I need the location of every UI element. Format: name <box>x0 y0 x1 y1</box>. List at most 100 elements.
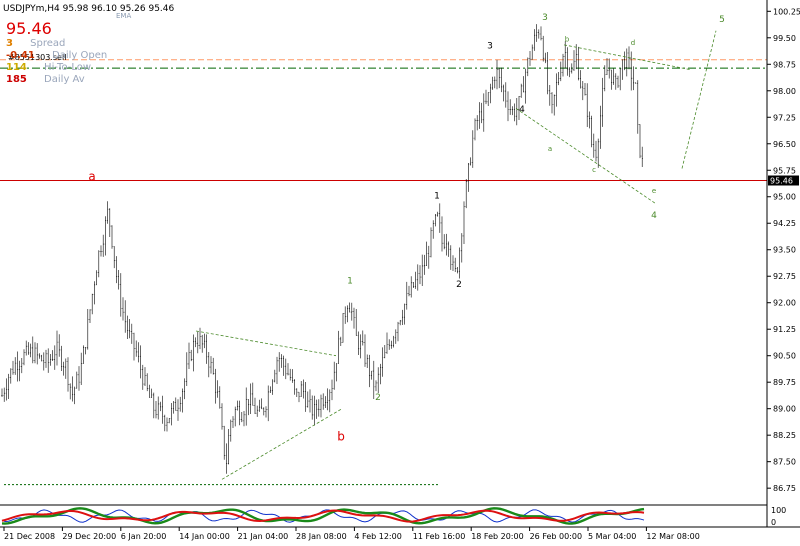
candle <box>599 105 602 149</box>
candle <box>463 201 465 245</box>
candle <box>450 245 452 270</box>
candle <box>364 334 366 367</box>
candle <box>98 250 100 278</box>
candle <box>175 397 177 411</box>
candle <box>346 305 349 323</box>
candle <box>531 44 533 60</box>
y-tick-label: 100.25 <box>773 7 800 16</box>
candle <box>606 58 608 76</box>
candle <box>557 71 560 86</box>
candle <box>384 345 386 359</box>
candle <box>120 273 122 317</box>
candle <box>586 83 588 127</box>
candle <box>241 411 243 423</box>
candle <box>579 70 582 89</box>
candle <box>199 327 201 350</box>
x-tick-label: 12 Mar 08:00 <box>646 532 699 541</box>
candle <box>131 323 133 344</box>
candle <box>274 369 276 383</box>
x-tick-label: 11 Feb 16:00 <box>413 532 465 541</box>
candle <box>247 399 250 416</box>
candle <box>289 368 291 381</box>
candle <box>38 353 41 359</box>
candle <box>524 68 527 104</box>
candle <box>502 84 505 102</box>
candle <box>212 357 214 375</box>
candle <box>14 357 16 375</box>
candle <box>399 320 401 326</box>
candle <box>95 270 98 286</box>
candle <box>56 330 58 366</box>
candle <box>439 203 441 233</box>
x-tick-label: 28 Jan 08:00 <box>296 532 347 541</box>
candle <box>379 363 382 385</box>
candle <box>271 379 274 395</box>
candle <box>280 354 283 368</box>
info-label: Daily Av <box>40 74 85 85</box>
candle <box>27 342 30 355</box>
candle <box>392 335 395 348</box>
candle <box>584 83 586 96</box>
candle <box>269 386 272 393</box>
y-tick-label: 94.25 <box>773 219 796 228</box>
candle <box>485 89 487 105</box>
wave-label: 5 <box>719 15 725 25</box>
wave-label: c <box>592 166 596 174</box>
wave-label: b <box>337 429 345 443</box>
wave-label: e <box>652 187 656 195</box>
wave-labels-layer: a b 1 2 1 2 3 4 3 4 5 a b c d e <box>88 13 725 443</box>
candle <box>454 257 456 273</box>
candle <box>544 52 547 64</box>
candle <box>16 351 19 382</box>
candle <box>87 309 89 350</box>
candle <box>615 73 617 90</box>
candle <box>139 345 142 379</box>
candle <box>40 354 43 362</box>
candle <box>412 281 415 288</box>
candle <box>421 254 423 286</box>
oscillator-scale-bottom: 0 <box>771 518 776 527</box>
candle <box>285 358 287 380</box>
candle <box>3 387 5 402</box>
y-tick-label: 99.50 <box>773 34 796 43</box>
candle <box>639 124 641 159</box>
candle <box>80 352 82 385</box>
candle <box>428 245 430 269</box>
y-tick-label: 87.50 <box>773 458 796 467</box>
info-label: Hi-To-Low <box>40 62 92 73</box>
candle <box>632 66 635 91</box>
candle <box>588 111 591 129</box>
wave-label: 2 <box>456 280 462 290</box>
candle <box>23 349 25 366</box>
candle <box>538 29 540 39</box>
candle <box>256 405 258 417</box>
candle <box>51 350 54 362</box>
y-tick-label: 89.75 <box>773 378 796 387</box>
candle <box>307 391 309 408</box>
candle <box>278 352 280 372</box>
candle <box>7 373 10 399</box>
candle <box>313 395 316 426</box>
wave-label: 1 <box>434 192 440 202</box>
candle <box>194 337 197 348</box>
candle <box>568 67 571 78</box>
candle <box>21 357 23 374</box>
candle <box>414 271 417 289</box>
candle <box>549 84 551 106</box>
candle <box>619 68 621 91</box>
candle <box>353 307 355 329</box>
candle <box>500 67 503 93</box>
wave-label: a <box>88 169 95 183</box>
candle <box>478 102 481 129</box>
candle <box>258 399 261 412</box>
candle <box>203 333 206 349</box>
candle <box>186 352 188 387</box>
wave-label: 1 <box>347 276 353 286</box>
trendline <box>221 408 343 480</box>
candle <box>135 340 137 357</box>
candle <box>423 254 426 275</box>
candle <box>311 395 313 420</box>
candle <box>60 345 63 372</box>
